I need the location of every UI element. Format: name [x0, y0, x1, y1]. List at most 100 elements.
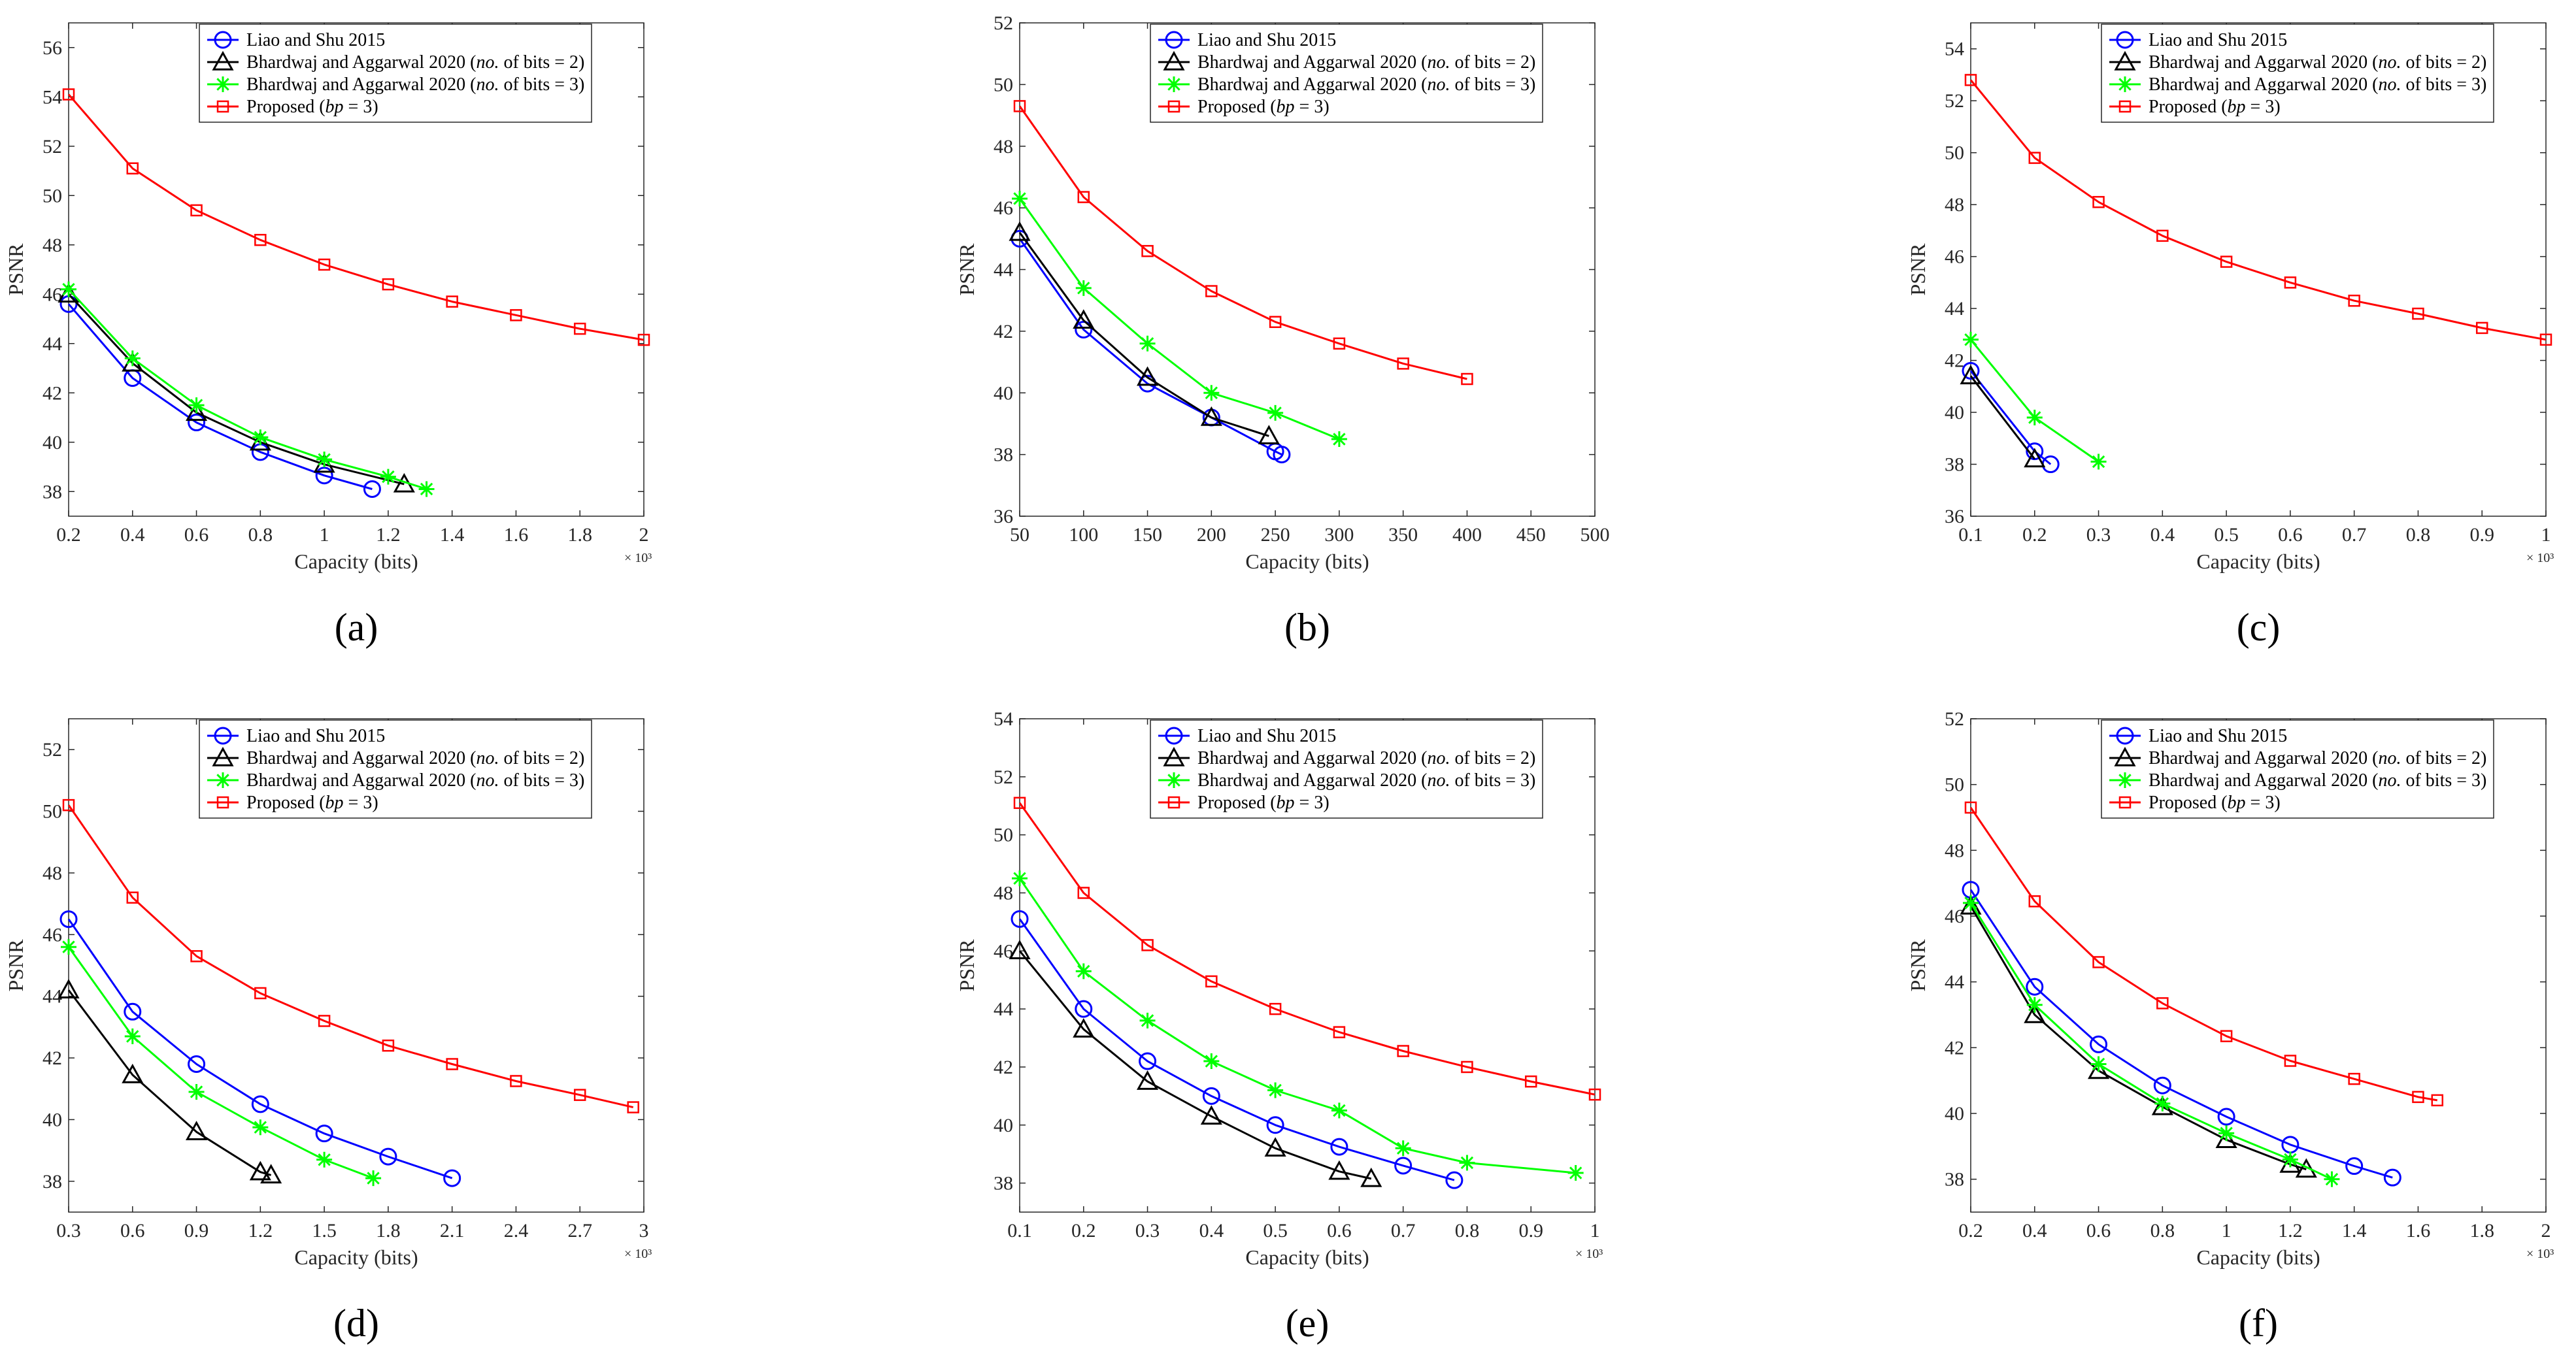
data-point-bh3: [61, 281, 76, 297]
data-point-liao: [188, 414, 206, 432]
data-point-liao: [2217, 1108, 2235, 1126]
data-point-proposed: [2092, 195, 2105, 208]
data-point-bh3: [1075, 280, 1092, 296]
data-point-bh3: [61, 939, 76, 955]
data-point-liao: [1202, 1087, 1220, 1105]
x-tick-label: 2: [2541, 1220, 2551, 1242]
data-point-bh2: [1137, 1070, 1159, 1090]
data-point-liao: [2345, 1157, 2364, 1176]
x-tick-label: 0.4: [2022, 1220, 2047, 1242]
x-tick-label: 0.3: [2086, 524, 2111, 546]
legend-box: [1150, 719, 1543, 819]
y-tick-label: 38: [1945, 454, 1964, 476]
data-point-bh3: [1203, 1053, 1220, 1070]
y-tick-label: 52: [1945, 708, 1964, 730]
y-axis-title: PSNR: [1906, 243, 1930, 296]
data-point-bh2: [1360, 1167, 1382, 1187]
data-point-bh2: [1328, 1160, 1350, 1180]
x-tick-label: 0.2: [2022, 524, 2047, 546]
data-point-bh3: [252, 1119, 269, 1136]
data-point-bh3: [2090, 453, 2107, 470]
y-tick-label: 44: [1945, 972, 1964, 993]
data-point-bh2: [1009, 221, 1031, 241]
series-line-proposed: [1969, 79, 2547, 341]
data-point-proposed: [2348, 294, 2360, 307]
y-tick-label: 42: [42, 1047, 62, 1069]
legend-box: [1150, 24, 1543, 123]
x-tick-label: 0.6: [2086, 1220, 2111, 1242]
data-point-liao: [2090, 1035, 2108, 1053]
data-point-proposed: [2539, 333, 2552, 346]
data-point-bh2: [2024, 448, 2046, 468]
legend-label-liao: Liao and Shu 2015: [1197, 30, 1336, 50]
legend-marker-bh3: [215, 76, 231, 92]
data-point-proposed: [1461, 372, 1473, 386]
data-point-proposed: [2412, 1091, 2424, 1104]
legend-marker-bh2: [1163, 746, 1185, 766]
x-tick-label: 0.1: [1958, 524, 1983, 546]
series-bh2: [1960, 365, 2046, 468]
y-tick-label: 38: [1945, 1169, 1964, 1191]
y-tick-label: 50: [42, 185, 62, 206]
y-tick-label: 40: [994, 1115, 1013, 1136]
legend-label-liao: Liao and Shu 2015: [246, 726, 385, 746]
x-tick-label: 0.2: [56, 524, 81, 546]
data-point-liao: [1075, 1000, 1093, 1018]
legend-marker-bh2: [2114, 50, 2136, 71]
x-tick-label: 0.9: [184, 1220, 209, 1242]
data-point-proposed: [2156, 997, 2169, 1010]
legend-label-bh2: Bhardwaj and Aggarwal 2020 (no. of bits …: [1197, 748, 1535, 768]
data-point-proposed: [1397, 357, 1409, 370]
data-point-liao: [379, 1147, 397, 1166]
x-tick-label: 100: [1069, 524, 1098, 546]
x-axis-multiplier: × 10³: [624, 1247, 652, 1261]
series-proposed: [62, 798, 639, 1113]
x-axis-multiplier: × 10³: [624, 551, 652, 565]
data-point-liao: [2153, 1076, 2171, 1094]
x-tick-label: 1.2: [376, 524, 401, 546]
legend-label-liao: Liao and Shu 2015: [1197, 726, 1336, 746]
legend-label-proposed: Proposed (bp = 3): [2149, 793, 2281, 813]
data-point-bh3: [1139, 335, 1156, 352]
series-line-proposed: [1018, 105, 1467, 380]
x-axis-title: Capacity (bits): [2196, 550, 2320, 573]
data-point-liao: [363, 480, 381, 498]
data-point-bh3: [188, 397, 205, 414]
x-axis-title: Capacity (bits): [1245, 550, 1369, 573]
data-point-bh3: [2282, 1151, 2298, 1168]
data-point-proposed: [126, 162, 139, 174]
y-axis-title: PSNR: [1906, 939, 1930, 992]
data-point-bh2: [1258, 425, 1280, 445]
legend-box: [199, 24, 592, 123]
legend-box: [2101, 719, 2494, 819]
legend-marker-liao: [214, 31, 232, 49]
x-axis-title: Capacity (bits): [294, 550, 418, 573]
data-point-proposed: [627, 1101, 639, 1113]
data-point-bh3: [1395, 1140, 1411, 1157]
series-line-liao: [1018, 918, 1455, 1181]
data-point-proposed: [510, 309, 522, 321]
data-point-bh3: [1267, 1082, 1284, 1098]
x-tick-label: 2: [639, 524, 649, 546]
x-tick-label: 1.5: [312, 1220, 337, 1242]
data-point-proposed: [2284, 1055, 2297, 1067]
data-point-proposed: [190, 204, 203, 217]
y-tick-label: 44: [1945, 298, 1964, 320]
x-tick-label: 0.6: [120, 1220, 145, 1242]
y-tick-label: 46: [994, 197, 1013, 219]
legend-marker-liao: [2116, 727, 2134, 745]
series-line-proposed: [1018, 802, 1596, 1096]
x-tick-label: 1: [2222, 1220, 2232, 1242]
y-tick-label: 52: [994, 12, 1013, 34]
x-tick-label: 0.1: [1007, 1220, 1032, 1242]
data-point-proposed: [2348, 1072, 2360, 1085]
data-point-bh3: [2324, 1171, 2340, 1187]
chart-panel-3: 0.1 0.2 0.3 0.4 0.5 0.6 0.7 0.8 0.9 1 36 38 40 42 44 46…: [1906, 22, 2554, 649]
x-tick-label: 0.8: [248, 524, 273, 546]
x-tick-label: 0.5: [1263, 1220, 1288, 1242]
data-point-liao: [1962, 361, 1980, 380]
data-point-proposed: [318, 258, 331, 271]
data-point-bh2: [1009, 940, 1031, 959]
data-point-liao: [1330, 1138, 1348, 1156]
